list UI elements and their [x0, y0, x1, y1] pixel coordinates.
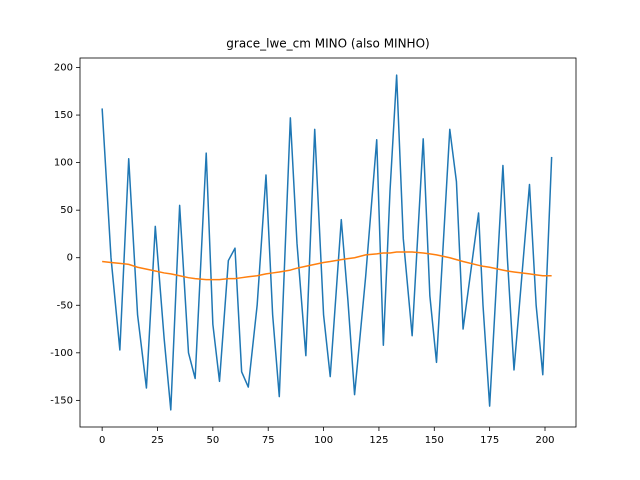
y-tick-label: 200 — [54, 63, 73, 74]
x-tick-label: 200 — [535, 435, 554, 446]
x-tick-label: 175 — [480, 435, 499, 446]
y-tick-label: -150 — [50, 395, 73, 406]
y-tick-label: -100 — [50, 348, 73, 359]
series-line — [101, 74, 553, 411]
y-tick-label: 50 — [60, 205, 73, 216]
y-tick-label: 0 — [67, 253, 73, 264]
x-tick-label: 150 — [425, 435, 444, 446]
y-tick-label: -50 — [57, 300, 73, 311]
chart-title: grace_lwe_cm MINO (also MINHO) — [226, 37, 429, 51]
plot-frame — [79, 57, 577, 428]
x-tick-label: 0 — [99, 435, 105, 446]
x-tick-label: 75 — [262, 435, 275, 446]
x-tick-label: 25 — [151, 435, 164, 446]
x-tick-label: 125 — [369, 435, 388, 446]
x-tick-label: 50 — [206, 435, 219, 446]
series-line — [102, 251, 552, 281]
y-tick-label: 100 — [54, 158, 73, 169]
y-tick-label: 150 — [54, 110, 73, 121]
x-tick-label: 100 — [314, 435, 333, 446]
